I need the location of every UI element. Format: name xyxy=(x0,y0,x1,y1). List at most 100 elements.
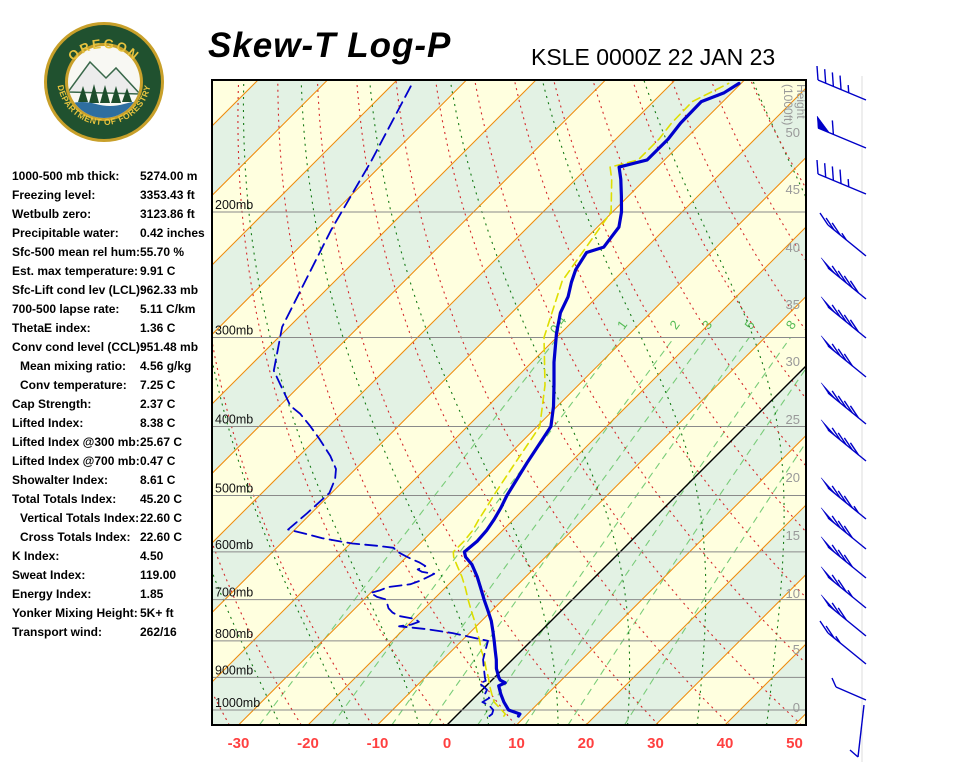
stat-row: Vertical Totals Index: 22.60 C xyxy=(12,509,222,528)
pressure-label: 800mb xyxy=(215,627,253,641)
station-datetime: KSLE 0000Z 22 JAN 23 xyxy=(531,44,776,70)
wind-barb-icon xyxy=(816,65,867,101)
stat-value: 262/16 xyxy=(140,625,177,639)
stat-row: 700-500 lapse rate: 5.11 C/km xyxy=(12,300,222,319)
stat-value: 951.48 mb xyxy=(140,340,199,354)
stat-label: Energy Index: xyxy=(12,587,92,601)
height-tick-label: 50 xyxy=(786,125,800,140)
height-tick-label: 25 xyxy=(786,412,800,427)
stat-label: 1000-500 mb thick: xyxy=(12,169,120,183)
temp-tick-label: 20 xyxy=(578,735,595,752)
stat-value: 8.38 C xyxy=(140,416,176,430)
stat-label: Conv temperature: xyxy=(20,378,127,392)
stat-row: Conv temperature: 7.25 C xyxy=(12,376,222,395)
stat-row: 1000-500 mb thick: 5274.00 m xyxy=(12,167,222,186)
stat-label: Transport wind: xyxy=(12,625,102,639)
stat-row: Showalter Index: 8.61 C xyxy=(12,471,222,490)
height-tick-label: 35 xyxy=(786,297,800,312)
height-tick-label: 15 xyxy=(786,528,800,543)
wind-barb-icon xyxy=(849,704,865,758)
wind-barb-icon xyxy=(820,507,867,550)
height-tick-label: 20 xyxy=(786,470,800,485)
stat-label: Freezing level: xyxy=(12,188,96,202)
stat-label: Yonker Mixing Height: xyxy=(12,606,138,620)
stat-label: Lifted Index: xyxy=(12,416,84,430)
height-tick-label: 45 xyxy=(786,182,800,197)
height-tick-label: 10 xyxy=(786,586,800,601)
stat-row: Mean mixing ratio: 4.56 g/kg xyxy=(12,357,222,376)
stat-row: Precipitable water: 0.42 inches xyxy=(12,224,222,243)
height-tick-label: 5 xyxy=(793,642,800,657)
stat-value: 22.60 C xyxy=(140,530,183,544)
temp-tick-label: -20 xyxy=(297,735,319,752)
stat-row: K Index: 4.50 xyxy=(12,547,222,566)
stat-value: 25.67 C xyxy=(140,435,183,449)
stat-row: Sfc-Lift cond lev (LCL): 962.33 mb xyxy=(12,281,222,300)
stat-row: Est. max temperature: 9.91 C xyxy=(12,262,222,281)
stat-label: Vertical Totals Index: xyxy=(20,511,140,525)
wind-barbs xyxy=(816,65,867,758)
wind-barb-icon xyxy=(820,382,867,425)
dewpoint-trace xyxy=(272,82,495,717)
height-tick-label: 30 xyxy=(786,354,800,369)
wind-barb-icon xyxy=(820,335,867,378)
stat-value: 4.56 g/kg xyxy=(140,359,192,373)
wind-barb-icon xyxy=(820,566,867,609)
stat-label: Sfc-500 mean rel hum: xyxy=(12,245,141,259)
pressure-label: 500mb xyxy=(215,481,253,495)
stat-value: 4.50 xyxy=(140,549,164,563)
stat-row: Lifted Index @700 mb: 0.47 C xyxy=(12,452,222,471)
stat-label: Cross Totals Index: xyxy=(20,530,131,544)
stat-row: Freezing level: 3353.43 ft xyxy=(12,186,222,205)
stat-row: Sfc-500 mean rel hum: 55.70 % xyxy=(12,243,222,262)
stat-row: Wetbulb zero: 3123.86 ft xyxy=(12,205,222,224)
stat-value: 1.36 C xyxy=(140,321,176,335)
stat-value: 3123.86 ft xyxy=(140,207,195,221)
stat-label: Sfc-Lift cond lev (LCL): xyxy=(12,283,144,297)
pressure-label: 300mb xyxy=(215,323,253,337)
pressure-label: 600mb xyxy=(215,538,253,552)
stat-label: Total Totals Index: xyxy=(12,492,117,506)
wetbulb-trace xyxy=(452,82,730,717)
stat-label: Mean mixing ratio: xyxy=(20,359,127,373)
height-tick-label: 0 xyxy=(793,700,800,715)
temp-tick-label: -10 xyxy=(367,735,389,752)
temp-tick-label: 10 xyxy=(508,735,525,752)
wind-barb-icon xyxy=(816,159,867,195)
chart-border xyxy=(211,79,807,726)
wind-barb-icon xyxy=(816,115,867,149)
stat-row: Sweat Index: 119.00 xyxy=(12,566,222,585)
height-tick-label: 40 xyxy=(786,240,800,255)
temp-tick-label: 40 xyxy=(717,735,734,752)
pressure-label: 200mb xyxy=(215,198,253,212)
stat-row: Lifted Index: 8.38 C xyxy=(12,414,222,433)
stat-label: Lifted Index @700 mb: xyxy=(12,454,140,468)
stat-row: Conv cond level (CCL): 951.48 mb xyxy=(12,338,222,357)
odf-logo: OREGON DEPARTMENT OF FORESTRY xyxy=(40,18,168,146)
stat-value: 962.33 mb xyxy=(140,283,199,297)
stat-label: K Index: xyxy=(12,549,60,563)
zero-isotherm-line xyxy=(446,365,806,725)
wind-barb-icon xyxy=(819,620,867,665)
stat-label: ThetaE index: xyxy=(12,321,91,335)
stat-value: 119.00 xyxy=(140,568,177,582)
stat-label: Lifted Index @300 mb: xyxy=(12,435,140,449)
stat-value: 2.37 C xyxy=(140,397,176,411)
temperature-trace xyxy=(462,81,741,718)
stat-label: Wetbulb zero: xyxy=(12,207,92,221)
wind-barb-icon xyxy=(820,594,867,637)
temperature-axis: -30 -20 -10 0 10 20 30 40 50 xyxy=(228,735,803,752)
height-axis-label: Height(1000ft) xyxy=(781,84,808,125)
isotherms xyxy=(212,80,806,725)
stat-label: Sweat Index: xyxy=(12,568,86,582)
stat-label: Showalter Index: xyxy=(12,473,109,487)
stat-row: Cross Totals Index: 22.60 C xyxy=(12,528,222,547)
stat-value: 0.47 C xyxy=(140,454,176,468)
page-title: Skew-T Log-P xyxy=(208,26,452,65)
stat-value: 1.85 xyxy=(140,587,164,601)
wind-barb-icon xyxy=(820,296,867,339)
stat-value: 0.42 inches xyxy=(140,226,205,240)
stat-label: Precipitable water: xyxy=(12,226,119,240)
